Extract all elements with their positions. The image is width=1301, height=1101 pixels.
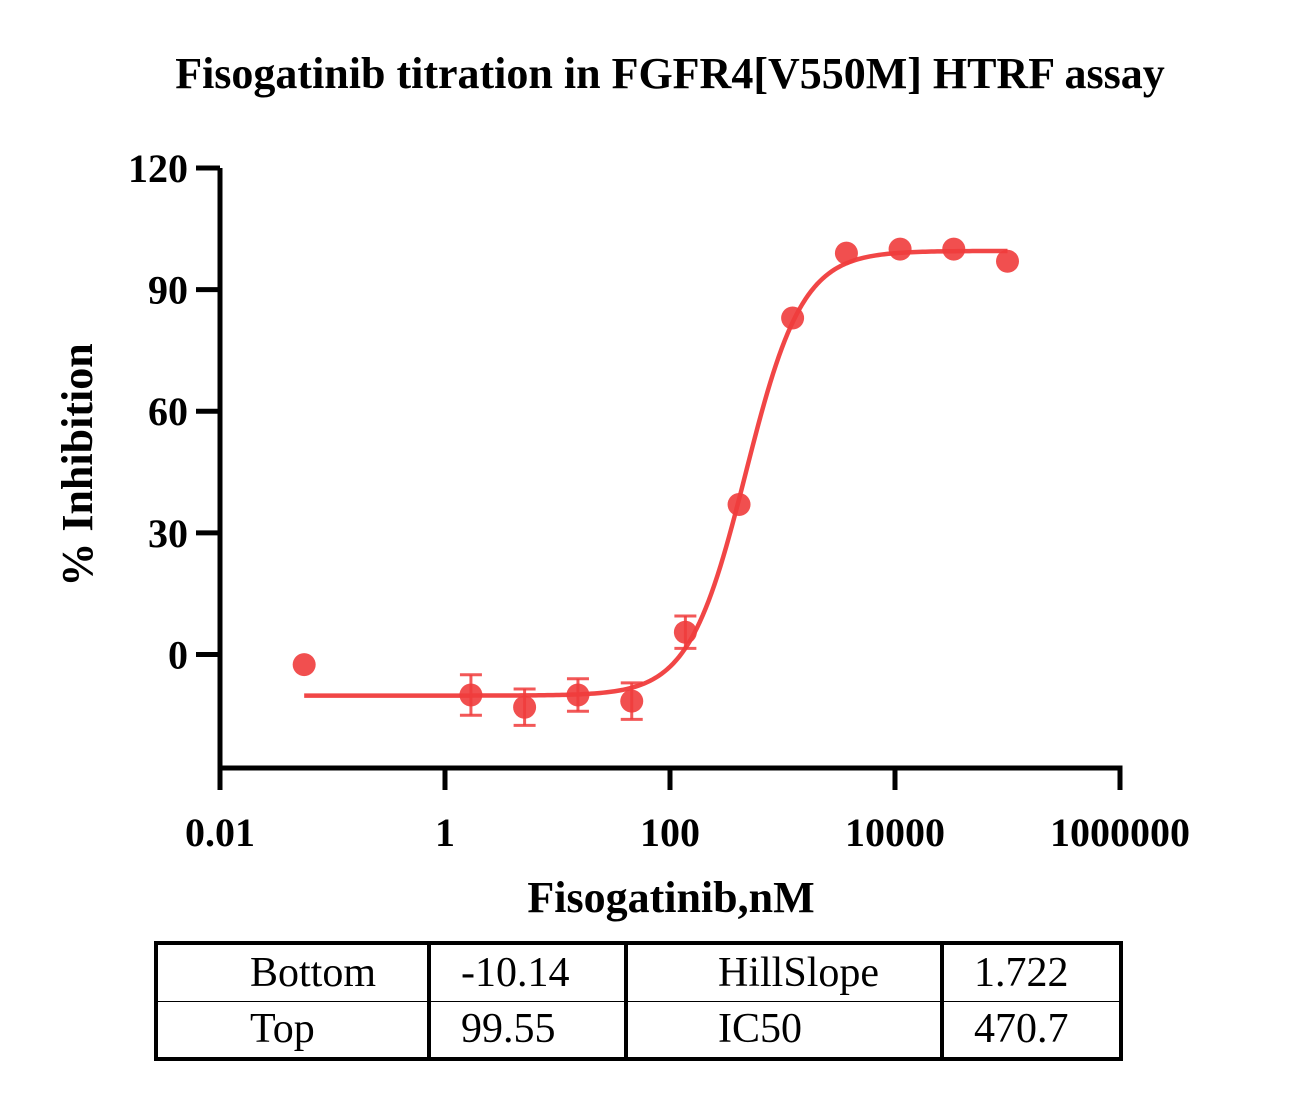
data-points-layer <box>292 237 1019 727</box>
data-point <box>459 673 483 717</box>
data-point <box>942 237 966 261</box>
x-tick-label: 1 <box>435 810 455 855</box>
axes: 0 30 60 90 120 0.01 1 100 10000 1000000 <box>128 146 1190 855</box>
data-point-marker <box>566 683 590 707</box>
param-value-ic50: 470.7 <box>940 1000 1121 1059</box>
param-value-hillslope: 1.722 <box>940 943 1121 1001</box>
data-point-marker <box>673 620 697 644</box>
chart-title: Fisogatinib titration in FGFR4[V550M] HT… <box>175 49 1165 98</box>
x-axis-title: Fisogatinib,nM <box>527 873 814 922</box>
x-tick-label: 100 <box>640 810 700 855</box>
data-point-marker <box>620 689 644 713</box>
y-tick-label: 30 <box>148 511 188 556</box>
table-row: Top 99.55 IC50 470.7 <box>156 1000 1121 1059</box>
data-point <box>513 687 537 727</box>
param-label-ic50: IC50 <box>624 1000 942 1059</box>
data-point <box>292 653 316 677</box>
x-tick-label: 10000 <box>845 810 945 855</box>
fit-curve-layer <box>304 248 1008 698</box>
data-point <box>781 306 805 330</box>
table-row: Bottom -10.14 HillSlope 1.722 <box>156 943 1121 1001</box>
param-value-bottom: -10.14 <box>427 943 626 1001</box>
x-tick-label: 1000000 <box>1050 810 1190 855</box>
data-point <box>834 241 858 265</box>
param-value-top: 99.55 <box>427 1000 626 1059</box>
fit-curve <box>304 248 1008 698</box>
data-point-marker <box>292 653 316 677</box>
param-label-top: Top <box>156 1000 429 1059</box>
y-axis-title: % Inhibition <box>53 343 102 586</box>
data-point-marker <box>781 306 805 330</box>
y-tick-label: 120 <box>128 146 188 191</box>
data-point <box>566 677 590 713</box>
data-point-marker <box>834 241 858 265</box>
data-point-marker <box>459 683 483 707</box>
param-label-hillslope: HillSlope <box>624 943 942 1001</box>
y-tick-label: 90 <box>148 268 188 313</box>
y-tick-label: 0 <box>168 632 188 677</box>
x-tick-label: 0.01 <box>185 810 255 855</box>
data-point-marker <box>727 492 751 516</box>
param-label-bottom: Bottom <box>250 949 377 996</box>
data-point-marker <box>513 695 537 719</box>
data-point <box>996 249 1019 273</box>
y-tick-label: 60 <box>148 389 188 434</box>
data-point <box>673 614 697 650</box>
data-point-marker <box>942 237 966 261</box>
data-point <box>727 492 751 516</box>
data-point-marker <box>888 237 912 261</box>
data-point-marker <box>996 249 1019 273</box>
fit-parameters-table: Bottom -10.14 HillSlope 1.722 Top 99.55 … <box>154 941 1123 1061</box>
data-point <box>888 237 912 261</box>
data-point <box>620 681 644 721</box>
dose-response-chart: Fisogatinib titration in FGFR4[V550M] HT… <box>53 49 1190 922</box>
